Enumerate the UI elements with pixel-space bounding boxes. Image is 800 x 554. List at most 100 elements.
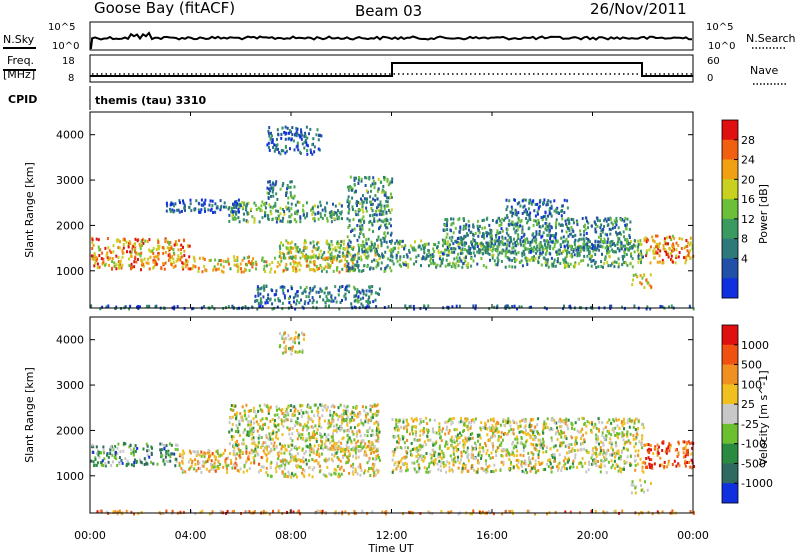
range-gate-cell — [91, 241, 94, 245]
range-gate-cell — [378, 287, 381, 291]
range-gate-cell — [291, 255, 294, 259]
range-gate-cell — [369, 300, 372, 304]
range-gate-cell — [465, 439, 468, 443]
range-gate-cell — [279, 247, 282, 250]
range-gate-cell — [463, 440, 466, 444]
range-gate-cell — [691, 247, 694, 251]
range-gate-cell — [480, 242, 483, 245]
range-gate-cell — [341, 251, 344, 255]
range-gate-cell — [389, 181, 392, 185]
range-gate-cell — [149, 255, 152, 259]
range-gate-cell — [512, 246, 515, 250]
range-gate-cell — [363, 220, 366, 224]
range-gate-cell — [300, 459, 303, 463]
range-gate-cell — [546, 224, 549, 228]
range-gate-cell — [163, 462, 166, 466]
range-gate-cell — [257, 206, 260, 210]
range-gate-cell — [671, 234, 674, 238]
range-gate-cell — [339, 449, 342, 453]
range-gate-cell — [167, 258, 170, 262]
range-gate-cell — [370, 433, 373, 437]
range-gate-cell — [253, 217, 256, 221]
range-gate-cell — [353, 234, 356, 238]
range-gate-cell — [357, 243, 360, 247]
range-gate-cell — [470, 466, 473, 470]
range-gate-cell — [383, 190, 386, 194]
range-gate-cell — [579, 233, 582, 237]
range-gate-cell — [599, 219, 601, 223]
range-gate-cell — [319, 287, 322, 291]
range-gate-cell — [619, 218, 622, 222]
range-gate-cell — [306, 420, 309, 424]
range-gate-cell — [130, 262, 133, 266]
range-gate-cell — [293, 185, 296, 189]
range-gate-cell — [538, 242, 541, 246]
range-gate-cell — [485, 243, 488, 247]
range-gate-cell — [91, 443, 94, 447]
range-gate-cell — [423, 305, 426, 309]
range-gate-cell — [617, 236, 620, 240]
range-gate-cell — [97, 453, 100, 457]
range-gate-cell — [526, 260, 528, 264]
range-gate-cell — [147, 257, 150, 261]
range-gate-cell — [341, 217, 343, 221]
range-gate-cell — [327, 292, 330, 296]
range-gate-cell — [291, 126, 294, 130]
range-gate-cell — [234, 404, 237, 408]
range-gate-cell — [336, 465, 339, 468]
range-gate-cell — [361, 304, 364, 308]
range-gate-cell — [365, 200, 368, 204]
range-gate-cell — [252, 436, 255, 440]
range-gate-cell — [180, 243, 183, 247]
range-gate-cell — [335, 258, 338, 262]
range-gate-cell — [645, 240, 648, 244]
range-gate-cell — [316, 413, 319, 417]
range-gate-cell — [533, 438, 536, 442]
range-gate-cell — [324, 213, 327, 217]
range-gate-cell — [465, 223, 468, 227]
range-gate-cell — [113, 456, 116, 459]
range-gate-cell — [368, 245, 371, 249]
range-gate-cell — [154, 260, 157, 264]
range-gate-cell — [284, 331, 286, 335]
range-gate-cell — [610, 304, 613, 308]
range-gate-cell — [437, 468, 440, 472]
range-gate-cell — [499, 219, 502, 223]
range-gate-cell — [546, 261, 549, 265]
range-gate-cell — [623, 254, 626, 258]
range-gate-cell — [132, 447, 135, 451]
range-gate-cell — [360, 255, 363, 259]
range-gate-cell — [545, 228, 548, 232]
range-gate-cell — [282, 424, 285, 428]
range-gate-cell — [170, 255, 173, 259]
range-gate-cell — [339, 244, 342, 247]
range-gate-cell — [280, 447, 283, 451]
range-gate-cell — [143, 257, 146, 261]
range-gate-cell — [434, 457, 437, 461]
range-gate-cell — [343, 294, 346, 298]
range-gate-cell — [629, 462, 632, 465]
range-gate-cell — [520, 305, 523, 309]
range-gate-cell — [477, 439, 479, 443]
range-gate-cell — [522, 250, 525, 254]
range-gate-cell — [491, 249, 494, 253]
range-gate-cell — [164, 250, 167, 254]
range-gate-cell — [473, 254, 476, 258]
range-gate-cell — [296, 299, 298, 303]
range-gate-cell — [372, 468, 375, 472]
range-gate-cell — [272, 188, 275, 191]
range-gate-cell — [482, 426, 485, 430]
range-gate-cell — [227, 456, 230, 460]
range-gate-cell — [398, 263, 401, 267]
range-gate-cell — [597, 265, 600, 269]
range-gate-cell — [400, 264, 402, 268]
range-gate-cell — [390, 269, 393, 273]
range-gate-cell — [399, 466, 402, 470]
range-gate-cell — [552, 247, 555, 251]
range-gate-cell — [368, 456, 371, 460]
range-gate-cell — [534, 235, 537, 239]
range-gate-cell — [161, 454, 164, 458]
range-gate-cell — [283, 130, 286, 134]
range-gate-cell — [338, 260, 341, 264]
range-gate-cell — [429, 259, 432, 263]
